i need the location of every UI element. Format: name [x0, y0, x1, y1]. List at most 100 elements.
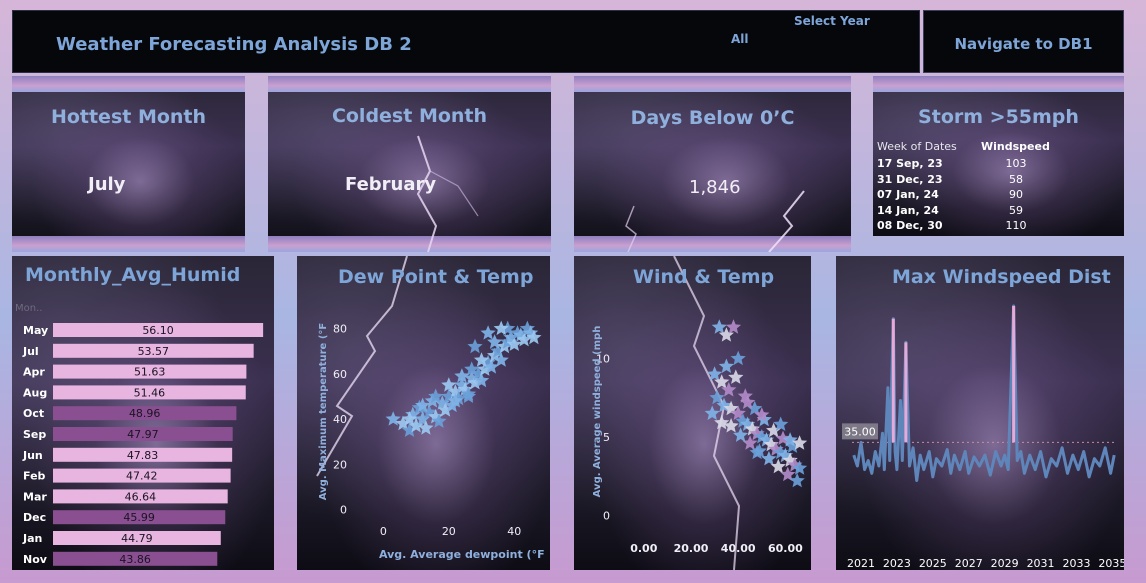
scatter-point: [401, 411, 418, 426]
scatter-point: [467, 338, 483, 354]
hottest-month-title: Hottest Month: [50, 106, 207, 128]
humidity-month-label: Jul: [22, 345, 39, 358]
dewpoint-chart-panel: Dew Point & Temp 0 20 40 60 80 0 20 40 Avg. Ave…: [297, 256, 550, 570]
hottest-month-card: Hottest Month July: [12, 76, 245, 252]
storm-table-card: Storm >55mph Week of Dates Windspeed 17 …: [873, 76, 1124, 236]
scatter-point: [707, 366, 723, 381]
x-tick-label: 40: [507, 525, 521, 538]
humidity-bar: [53, 489, 228, 504]
humidity-bar: [53, 510, 226, 525]
x-tick-label: 2023: [883, 557, 911, 570]
scatter-point: [761, 450, 777, 466]
storm-row-date: 17 Sep, 23: [877, 157, 943, 170]
scatter-point: [714, 414, 730, 430]
scatter-point: [780, 466, 796, 482]
scatter-point: [773, 416, 789, 431]
scatter-point: [725, 319, 742, 334]
scatter-point: [723, 418, 739, 433]
scatter-point: [473, 372, 490, 388]
scatter-point: [526, 329, 542, 345]
humidity-bar-value: 56.10: [142, 324, 174, 337]
days-below-zero-card: Days Below 0’C 1,846: [574, 76, 851, 252]
dewpoint-scatter-chart: 0 20 40 60 80 0 20 40: [333, 320, 542, 538]
y-tick-label: 0: [340, 504, 347, 517]
windspeed-line: [852, 304, 1116, 482]
storm-row-date: 07 Jan, 24: [877, 188, 939, 201]
scatter-point: [408, 417, 424, 433]
humidity-bar: [53, 447, 233, 462]
scatter-point: [464, 361, 480, 376]
humidity-month-label: Sep: [23, 428, 46, 441]
humidity-month-label: Jan: [22, 532, 42, 545]
storm-row-windspeed: 90: [1009, 188, 1023, 201]
scatter-point: [401, 422, 418, 437]
storm-row-windspeed: 59: [1009, 203, 1023, 217]
wind-chart-title: Wind & Temp: [633, 266, 775, 288]
reference-label-box: [842, 423, 878, 440]
humidity-bar: [53, 385, 246, 400]
humidity-bar-value: 47.83: [127, 449, 159, 462]
humidity-bar-value: 45.99: [123, 511, 155, 524]
x-tick-label: 2025: [919, 557, 947, 570]
lightning-graphic: [625, 190, 805, 252]
hottest-month-value: July: [88, 174, 126, 195]
storm-col-date: Week of Dates: [877, 140, 957, 153]
coldest-month-card: Coldest Month February: [268, 76, 551, 252]
scatter-point: [792, 460, 808, 475]
scatter-point: [789, 472, 805, 488]
humidity-chart-title: Monthly_Avg_Humid: [25, 264, 241, 286]
humidity-bar: [53, 323, 264, 337]
scatter-point: [493, 352, 509, 367]
scatter-point: [506, 336, 522, 351]
x-tick-label: 2033: [1062, 557, 1090, 570]
scatter-point: [784, 438, 801, 453]
x-tick-label: 0.00: [630, 542, 657, 555]
humidity-bar-value: 51.46: [134, 386, 166, 399]
humidity-bar-value: 53.57: [138, 345, 170, 358]
scatter-point: [749, 444, 765, 460]
scatter-point: [742, 435, 758, 450]
wind-scatter-chart: 0 5 10 0.00 20.00 40.00 60.00: [596, 319, 808, 555]
scatter-point: [711, 319, 727, 334]
card-bottom-strip: [268, 236, 551, 252]
scatter-point: [418, 420, 434, 435]
storm-row-date: 14 Jan, 24: [877, 203, 939, 217]
scatter-point: [431, 413, 447, 428]
y-tick-label: 40: [333, 413, 347, 426]
card-top-strip: [873, 76, 1124, 92]
storm-row-windspeed: 103: [1005, 157, 1027, 170]
humidity-bar: [53, 427, 233, 441]
humidity-bar-chart: May 56.10 Jul 53.57 Apr 51.63 Aug 51.46 Oct 48.96…: [22, 323, 264, 566]
scatter-point: [483, 359, 499, 374]
scatter-point: [782, 432, 798, 447]
dewpoint-y-label: Avg. Maximum temperature (°F: [318, 322, 329, 501]
card-top-strip: [12, 76, 245, 92]
y-tick-label: 20: [333, 458, 347, 471]
scatter-point: [493, 320, 509, 336]
navigate-db1-button[interactable]: Navigate to DB1: [923, 10, 1124, 73]
select-year-dropdown[interactable]: All: [731, 32, 749, 46]
coldest-month-value: February: [345, 174, 437, 195]
scatter-point: [766, 422, 782, 438]
x-tick-label: 60.00: [768, 542, 803, 555]
max-windspeed-panel: Max Windspeed Dist 35.00 2021 2023 2025 2027…: [836, 256, 1124, 570]
storm-row-date: 31 Dec, 23: [877, 172, 943, 186]
humidity-bar-value: 46.64: [125, 490, 157, 503]
scatter-point: [709, 389, 725, 405]
lightning-graphic: [316, 256, 408, 477]
scatter-point: [718, 327, 734, 342]
dewpoint-chart-title: Dew Point & Temp: [338, 266, 534, 288]
card-bottom-strip: [574, 236, 851, 252]
x-tick-label: 2021: [847, 557, 875, 570]
card-top-strip: [268, 76, 551, 92]
humidity-month-label: May: [23, 324, 48, 337]
humidity-bar-value: 48.96: [129, 407, 161, 420]
scatter-point: [473, 352, 490, 367]
reference-label: 35.00: [844, 425, 876, 438]
scatter-point: [704, 405, 720, 420]
card-bottom-strip: [12, 236, 245, 252]
dewpoint-x-label: Avg. Average dewpoint (°F: [379, 548, 545, 561]
scatter-point: [454, 368, 470, 383]
days-below-zero-value: 1,846: [689, 177, 741, 198]
wind-y-label: Avg. Average windspeed (mph: [592, 325, 603, 498]
